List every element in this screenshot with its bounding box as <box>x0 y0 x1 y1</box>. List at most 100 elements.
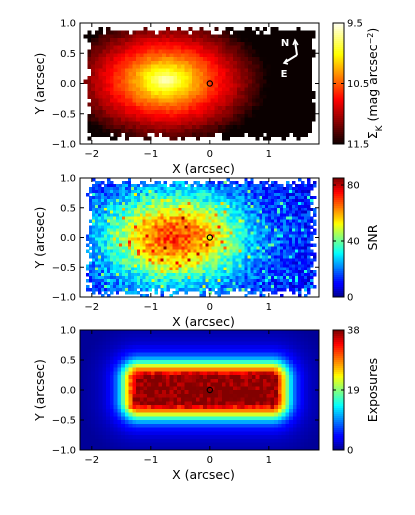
heatmap-cell <box>217 249 221 253</box>
heatmap-cell <box>255 337 260 342</box>
heatmap-cell <box>115 225 120 229</box>
heatmap-cell <box>190 252 194 256</box>
heatmap-cell <box>85 243 90 247</box>
heatmap-cell <box>91 183 96 188</box>
heatmap-cell <box>139 34 144 39</box>
heatmap-cell <box>259 198 263 203</box>
heatmap-cell <box>106 270 111 274</box>
heatmap-cell <box>226 210 230 215</box>
heatmap-cell <box>214 243 218 247</box>
heatmap-cell <box>286 243 290 247</box>
heatmap-cell <box>262 288 266 292</box>
heatmap-cell <box>143 26 148 31</box>
heatmap-cell <box>113 330 118 335</box>
heatmap-cell <box>251 330 256 335</box>
heatmap-cell <box>106 113 111 118</box>
y-axis-label: Y (arcsec) <box>32 53 47 116</box>
heatmap-cell <box>292 267 296 271</box>
heatmap-cell <box>289 94 294 100</box>
heatmap-cell <box>112 276 117 280</box>
heatmap-cell <box>112 192 117 197</box>
heatmap-cell <box>124 30 129 35</box>
x-axis-label: X (arcsec) <box>172 161 235 176</box>
heatmap-cell <box>286 231 290 235</box>
heatmap-cell <box>103 261 108 265</box>
heatmap-cell <box>218 83 223 88</box>
heatmap-cell <box>235 186 239 191</box>
heatmap-cell <box>98 345 103 350</box>
heatmap-cell <box>136 279 141 283</box>
heatmap-cell <box>154 246 159 250</box>
heatmap-cell <box>187 192 191 197</box>
heatmap-cell <box>154 106 159 111</box>
heatmap-cell <box>136 255 141 259</box>
heatmap-cell <box>136 121 141 126</box>
heatmap-cell <box>172 246 176 250</box>
heatmap-cell <box>221 87 227 92</box>
heatmap-cell <box>236 341 241 346</box>
heatmap-cell <box>221 83 227 88</box>
heatmap-cell <box>94 201 99 206</box>
heatmap-cell <box>217 240 221 244</box>
heatmap-cell <box>98 26 103 31</box>
heatmap-cell <box>262 34 268 39</box>
heatmap-cell <box>232 249 236 253</box>
heatmap-cell <box>240 72 245 77</box>
heatmap-cell <box>262 333 268 338</box>
heatmap-cell <box>118 198 123 203</box>
heatmap-cell <box>187 240 191 244</box>
heatmap-cell <box>139 237 144 241</box>
heatmap-cell <box>203 98 208 103</box>
heatmap-cell <box>300 132 305 137</box>
heatmap-cell <box>259 121 264 126</box>
heatmap-cell <box>247 213 251 218</box>
heatmap-cell <box>307 30 312 35</box>
heatmap-cell <box>232 243 236 247</box>
heatmap-cell <box>240 57 245 62</box>
heatmap-cell <box>223 252 227 256</box>
heatmap-cell <box>205 225 209 229</box>
heatmap-cell <box>133 246 138 250</box>
heatmap-cell <box>154 79 159 84</box>
heatmap-cell <box>184 79 189 84</box>
heatmap-cell <box>195 72 200 77</box>
heatmap-cell <box>112 285 117 289</box>
heatmap-cell <box>97 267 102 271</box>
heatmap-cell <box>274 237 278 241</box>
heatmap-cell <box>154 234 159 238</box>
heatmap-cell <box>130 225 135 229</box>
heatmap-cell <box>128 337 133 342</box>
colorbar-segment <box>333 71 344 74</box>
heatmap-cell <box>118 255 123 259</box>
heatmap-cell <box>240 128 245 134</box>
heatmap-cell <box>169 72 174 77</box>
heatmap-cell <box>91 240 96 244</box>
heatmap-cell <box>277 240 281 244</box>
heatmap-cell <box>118 282 123 286</box>
heatmap-cell <box>130 243 135 247</box>
heatmap-cell <box>266 64 271 69</box>
heatmap-cell <box>184 30 189 35</box>
heatmap-cell <box>253 219 257 224</box>
heatmap-cell <box>199 243 203 247</box>
heatmap-cell <box>184 87 189 92</box>
heatmap-cell <box>147 64 152 69</box>
heatmap-cell <box>301 237 305 241</box>
heatmap-cell <box>210 337 215 342</box>
heatmap-cell <box>196 243 200 247</box>
heatmap-cell <box>214 125 219 130</box>
heatmap-cell <box>304 337 309 342</box>
heatmap-cell <box>202 276 206 280</box>
heatmap-cell <box>124 276 129 280</box>
colorbar-segment <box>333 117 344 121</box>
heatmap-cell <box>270 113 275 118</box>
heatmap-cell <box>106 98 111 103</box>
heatmap-cell <box>195 109 200 115</box>
colorbar-segment <box>333 37 344 40</box>
heatmap-cell <box>255 94 260 100</box>
heatmap-cell <box>139 60 144 65</box>
heatmap-cell <box>210 345 215 350</box>
heatmap-cell <box>292 128 297 134</box>
heatmap-cell <box>304 219 308 224</box>
heatmap-cell <box>211 195 215 200</box>
